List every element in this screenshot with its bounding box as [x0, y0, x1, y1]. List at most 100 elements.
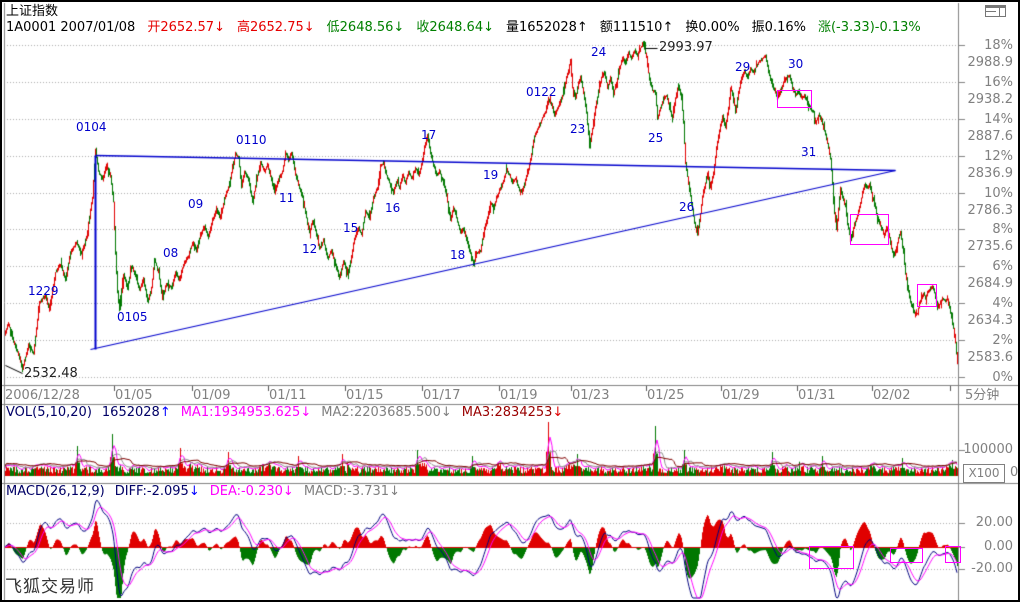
wave-count-label: 11 — [279, 191, 295, 205]
quote-field: 收2648.64↓ — [416, 20, 494, 35]
price-axis-price-label: 2583.6 — [967, 350, 1014, 366]
low-price-annotation: 2532.48 — [24, 366, 78, 381]
main-chart-pane[interactable] — [4, 3, 958, 385]
macd-axis-tick-neg: -20.00 — [971, 561, 1013, 576]
wave-count-label: 12 — [302, 242, 318, 256]
volume-axis-zero: 0 — [1010, 465, 1019, 480]
wave-count-label: 17 — [421, 128, 437, 142]
wave-count-label: 23 — [570, 122, 586, 136]
macd-pane[interactable] — [4, 484, 958, 600]
wave-count-label: 0110 — [236, 133, 267, 147]
vol-field-arrow: ↓ — [300, 405, 312, 420]
wave-count-label: 15 — [343, 221, 359, 235]
vol-field-arrow: ↓ — [552, 405, 564, 420]
price-axis-price-label: 2988.9 — [967, 55, 1014, 70]
quote-field-arrow: ↑ — [662, 20, 674, 35]
date-label: 2006/12/28 — [5, 388, 80, 403]
wave-count-label: 24 — [591, 45, 607, 59]
macd-field: DIFF:-2.095↓ — [114, 484, 200, 499]
wave-count-label: 0105 — [117, 310, 148, 324]
price-axis-price-label: 2786.3 — [967, 202, 1014, 218]
quote-field: 1A0001 2007/01/08 — [6, 20, 136, 35]
price-axis-pct-label: 2% — [992, 333, 1013, 349]
wave-count-label: 26 — [679, 200, 695, 214]
date-label: 01/17 — [423, 388, 461, 403]
quote-field-arrow: ↓ — [303, 20, 315, 35]
macd-axis-tick-pos: 20.00 — [975, 515, 1013, 530]
quote-bar: 1A0001 2007/01/08 开2652.57↓ 高2652.75↓ 低2648… — [6, 21, 921, 35]
wave-count-label: 08 — [163, 246, 179, 260]
vol-field-arrow: ↑ — [159, 405, 171, 420]
wave-count-label: 30 — [788, 57, 804, 71]
date-label: 01/29 — [722, 388, 760, 403]
date-label: 01/05 — [115, 388, 153, 403]
date-label: 01/19 — [500, 388, 538, 403]
macd-field-arrow: ↓ — [389, 484, 400, 499]
macd-field: DEA:-0.230↓ — [209, 484, 294, 499]
annotation-box — [809, 546, 854, 569]
macd-axis-tick-zero: 0.00 — [984, 539, 1013, 554]
annotation-box — [777, 90, 812, 108]
period-selector[interactable]: 5分钟 — [965, 388, 1000, 403]
wave-count-label: 16 — [385, 201, 401, 215]
macd-field-arrow: ↓ — [188, 484, 200, 499]
wave-count-label: 29 — [735, 60, 751, 74]
price-axis-pct-label: 4% — [992, 296, 1013, 312]
price-axis-pct-label: 12% — [984, 148, 1013, 164]
date-label: 01/11 — [269, 388, 307, 403]
window-split-icon-divider — [999, 8, 1000, 16]
vol-field: MA1:1934953.625↓ — [180, 405, 312, 420]
wave-count-label: 31 — [801, 145, 817, 159]
price-axis-price-label: 2634.3 — [967, 313, 1014, 329]
date-label: 01/23 — [572, 388, 610, 403]
price-axis-pct-label: 10% — [984, 185, 1013, 201]
price-axis-price-label: 2684.9 — [967, 276, 1014, 292]
annotation-box — [917, 284, 937, 307]
price-axis-pct-label: 8% — [992, 222, 1013, 238]
vol-field: 1652028↑ — [101, 405, 171, 420]
macd-field: MACD:-3.731↓ — [303, 484, 400, 499]
price-axis-price-label: 2836.9 — [967, 165, 1014, 181]
wave-count-label: 1229 — [28, 284, 59, 298]
quote-field: 涨(-3.33)-0.13% — [817, 20, 921, 35]
vol-field: MA3:2834253↓ — [461, 405, 564, 420]
price-axis-pct-label: 18% — [984, 38, 1013, 53]
window-split-icon[interactable] — [985, 5, 1006, 17]
wave-count-label: 0104 — [76, 120, 107, 134]
wave-count-label: 19 — [483, 168, 499, 182]
date-label: 01/25 — [647, 388, 685, 403]
macd-field-arrow: ↓ — [282, 484, 294, 499]
annotation-box — [945, 546, 961, 563]
wave-count-label: 18 — [450, 248, 466, 262]
wave-count-label: 25 — [648, 131, 664, 145]
vol-field: MA2:2203685.500↓ — [321, 405, 452, 420]
page-title: 上证指数 — [6, 4, 59, 19]
peak-price-annotation: 2993.97 — [659, 40, 713, 55]
macd-field: MACD(26,12,9) — [6, 484, 105, 499]
quote-field-arrow: ↓ — [483, 20, 494, 35]
wave-count-label: 09 — [188, 197, 204, 211]
quote-field-arrow: ↑ — [576, 20, 588, 35]
annotation-box — [890, 548, 923, 563]
price-axis-pct-label: 16% — [984, 74, 1013, 90]
quote-field: 振0.16% — [751, 20, 806, 35]
date-label: 02/02 — [873, 388, 911, 403]
quote-field: 量1652028↑ — [506, 20, 588, 35]
macd-indicator-header: MACD(26,12,9) DIFF:-2.095↓ DEA:-0.230↓ MACD… — [6, 485, 400, 499]
date-label: 01/31 — [798, 388, 836, 403]
date-label: 01/15 — [346, 388, 384, 403]
price-axis-price-label: 2938.2 — [967, 91, 1014, 107]
window-split-icon-bar — [986, 11, 996, 12]
quote-field: 换0.00% — [685, 20, 740, 35]
quote-field: 低2648.56↓ — [326, 20, 405, 35]
quote-field: 开2652.57↓ — [147, 20, 225, 35]
price-axis-pct-label: 6% — [992, 259, 1013, 275]
price-axis-price-label: 2735.6 — [967, 239, 1014, 255]
vol-field-arrow: ↓ — [440, 405, 452, 420]
volume-axis-tick: 100000 — [963, 442, 1013, 457]
date-label: 01/09 — [193, 388, 231, 403]
quote-field: 额111510↑ — [599, 20, 674, 35]
price-axis-pct-label: 0% — [992, 370, 1013, 385]
vol-field: VOL(5,10,20) — [6, 405, 92, 420]
